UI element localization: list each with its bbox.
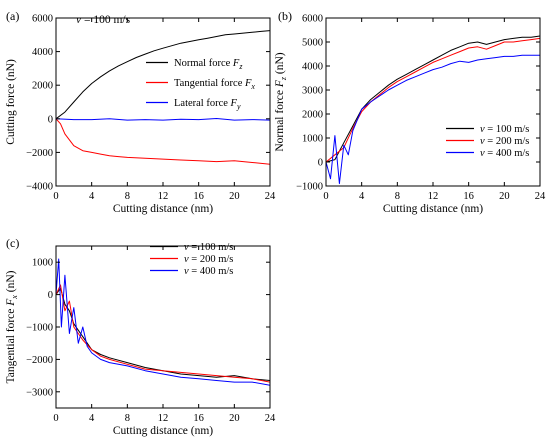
legend-label: Tangential force Fx <box>174 78 255 91</box>
x-tick-label: 8 <box>125 191 130 202</box>
series-line-2 <box>326 37 540 163</box>
y-tick-label: −4000 <box>26 182 53 193</box>
legend-label: v = 200 m/s <box>480 136 529 147</box>
x-tick-label: 20 <box>229 191 240 202</box>
panel-b: 0 4 8 12 16 20 24−1000010002000300040005000600… <box>274 9 546 215</box>
series-group <box>326 35 540 185</box>
y-tick-label: −1000 <box>26 323 53 334</box>
speed-annotation: v = 100 m/s <box>76 14 131 26</box>
y-tick-label: −3000 <box>26 387 53 398</box>
x-tick-label: 20 <box>229 413 240 424</box>
x-tick-label: 24 <box>535 191 546 202</box>
y-tick-label: 0 <box>48 290 53 301</box>
y-tick-label: 3000 <box>302 86 323 97</box>
series-group <box>56 258 270 386</box>
x-tick-label: 24 <box>265 413 276 424</box>
x-tick-label: 12 <box>158 191 169 202</box>
y-tick-label: 2000 <box>302 110 323 121</box>
y-tick-label: 5000 <box>302 38 323 49</box>
x-tick-label: 0 <box>53 191 58 202</box>
y-tick-label: 2000 <box>32 81 53 92</box>
legend-label: v = 400 m/s <box>480 148 529 159</box>
x-axis-title: Cutting distance (nm) <box>113 203 213 215</box>
y-tick-label: 1000 <box>32 258 53 269</box>
series-line-3 <box>56 118 270 121</box>
x-tick-label: 4 <box>89 191 95 202</box>
y-tick-label: 1000 <box>302 134 323 145</box>
panel-label: (c) <box>6 236 19 250</box>
series-group <box>56 30 270 165</box>
y-tick-label: 4000 <box>302 62 323 73</box>
panel-c: 0 4 8 12 16 20 24 −3000 −2000 −1000 0 1000 Cutting d… <box>5 236 276 437</box>
x-tick-label: 20 <box>499 191 510 202</box>
x-tick-label: 0 <box>323 191 328 202</box>
x-tick-label: 16 <box>193 413 204 424</box>
legend-label: v = 400 m/s <box>184 266 233 277</box>
series-line-2 <box>56 284 270 383</box>
x-tick-label: 8 <box>125 413 130 424</box>
series-line-1 <box>56 30 270 120</box>
y-tick-label: −2000 <box>26 148 53 159</box>
y-tick-label: 0 <box>48 114 53 125</box>
legend-label: v = 200 m/s <box>184 254 233 265</box>
y-tick-label: −1000 <box>296 182 323 193</box>
y-tick-label: 6000 <box>32 14 53 25</box>
legend: v = 100 m/sv = 200 m/sv = 400 m/s <box>150 242 233 277</box>
x-tick-label: 4 <box>359 191 365 202</box>
series-line-2 <box>56 118 270 165</box>
legend-label: v = 100 m/s <box>480 124 529 135</box>
panel-label: (b) <box>278 9 292 23</box>
series-line-3 <box>56 258 270 386</box>
series-line-1 <box>56 287 270 381</box>
y-tick-label: 6000 <box>302 14 323 25</box>
x-axis-title: Cutting distance (nm) <box>383 203 483 215</box>
y-axis-title: Tangential force Fx (nN) <box>5 270 19 383</box>
y-tick-label: 0 <box>318 158 323 169</box>
x-axis-title: Cutting distance (nm) <box>113 425 213 437</box>
panel-label: (a) <box>6 9 19 23</box>
legend-label: Lateral force Fy <box>174 98 241 111</box>
panel-a: 0 4 8 12 16 20 24 −4000 −2000 0 2000 4000 6000 Cuttin… <box>5 9 276 215</box>
legend-label: v = 100 m/s <box>184 242 233 253</box>
legend-label: Normal force Fz <box>174 58 243 71</box>
x-tick-label: 8 <box>395 191 400 202</box>
series-line-3 <box>326 54 540 185</box>
x-tick-label: 4 <box>89 413 95 424</box>
y-tick-label: 4000 <box>32 47 53 58</box>
legend: v = 100 m/sv = 200 m/sv = 400 m/s <box>446 124 529 159</box>
y-axis-title: Cutting force (nN) <box>5 59 17 145</box>
x-tick-label: 16 <box>463 191 474 202</box>
plot-frame <box>325 17 541 187</box>
x-tick-label: 12 <box>158 413 169 424</box>
x-tick-label: 12 <box>428 191 439 202</box>
x-tick-label: 24 <box>265 191 276 202</box>
x-tick-label: 16 <box>193 191 204 202</box>
y-tick-label: −2000 <box>26 355 53 366</box>
x-tick-label: 0 <box>53 413 58 424</box>
y-axis-title: Normal force Fz (nN) <box>274 52 288 151</box>
legend: Normal force Fz Tangential force Fx Latera… <box>146 58 255 111</box>
